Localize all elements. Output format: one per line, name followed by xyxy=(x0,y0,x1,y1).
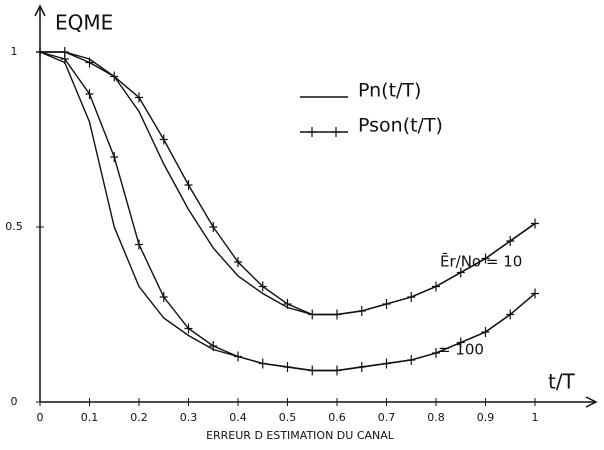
x-tick-label: 0.7 xyxy=(378,411,396,424)
point-marker xyxy=(531,218,539,229)
point-marker xyxy=(60,54,69,64)
point-marker xyxy=(258,358,267,369)
x-tick-label: 0.3 xyxy=(180,411,198,424)
point-marker xyxy=(85,57,94,68)
series-line xyxy=(39,51,536,372)
point-marker xyxy=(135,92,143,103)
point-marker xyxy=(209,341,218,351)
y-axis-arrow xyxy=(34,4,46,17)
legend-label: Pn(t/T) xyxy=(358,80,421,102)
point-marker xyxy=(407,292,416,302)
point-marker xyxy=(308,309,317,320)
point-marker xyxy=(481,327,490,337)
point-marker xyxy=(456,337,465,348)
legend-marker xyxy=(332,127,340,137)
point-marker xyxy=(407,355,416,365)
point-marker xyxy=(382,299,391,309)
x-axis-arrow xyxy=(585,396,598,408)
point-marker xyxy=(506,236,515,246)
legend-marker xyxy=(308,127,316,137)
y-tick-label: 0.5 xyxy=(5,220,23,233)
point-marker xyxy=(357,306,366,316)
point-marker xyxy=(382,358,391,369)
x-tick-label: 0.1 xyxy=(81,411,99,424)
point-marker xyxy=(209,222,218,232)
point-marker xyxy=(283,299,292,309)
x-tick-label: 0 xyxy=(37,411,44,424)
point-marker xyxy=(258,281,267,292)
point-marker xyxy=(184,180,193,190)
point-marker xyxy=(333,309,341,320)
x-tick-label: 0.8 xyxy=(427,411,445,424)
legend-label: Pson(t/T) xyxy=(358,115,443,137)
y-tick-label: 0 xyxy=(11,395,18,408)
point-marker xyxy=(456,267,465,278)
point-marker xyxy=(159,134,168,145)
point-marker xyxy=(283,362,292,372)
point-marker xyxy=(308,365,317,376)
point-marker xyxy=(333,365,341,376)
y-tick-label: 1 xyxy=(11,45,18,58)
point-marker xyxy=(135,239,143,250)
point-marker xyxy=(85,89,94,99)
point-marker xyxy=(481,253,490,264)
x-tick-label: 0.2 xyxy=(130,411,148,424)
point-marker xyxy=(36,47,44,57)
x-tick-label: 0.4 xyxy=(229,411,247,424)
x-tick-label: 0.9 xyxy=(477,411,495,424)
point-marker xyxy=(506,309,515,320)
point-marker xyxy=(159,292,168,302)
point-marker xyxy=(110,71,119,82)
x-tick-label: 0.5 xyxy=(279,411,297,424)
point-marker xyxy=(432,348,440,358)
series-line xyxy=(39,51,536,372)
y-axis-label: EQME xyxy=(55,11,113,35)
point-marker xyxy=(234,351,242,362)
point-marker xyxy=(357,362,366,372)
point-marker xyxy=(432,281,440,292)
x-tick-label: 0.6 xyxy=(328,411,346,424)
point-marker xyxy=(531,288,539,299)
point-marker xyxy=(234,257,242,267)
x-axis-title: ERREUR D ESTIMATION DU CANAL xyxy=(206,429,395,442)
point-marker xyxy=(110,152,119,162)
point-marker xyxy=(184,323,193,334)
x-tick-label: 1 xyxy=(532,411,539,424)
x-axis-label: t/T xyxy=(548,370,576,394)
annotation: = 100 xyxy=(438,341,484,359)
